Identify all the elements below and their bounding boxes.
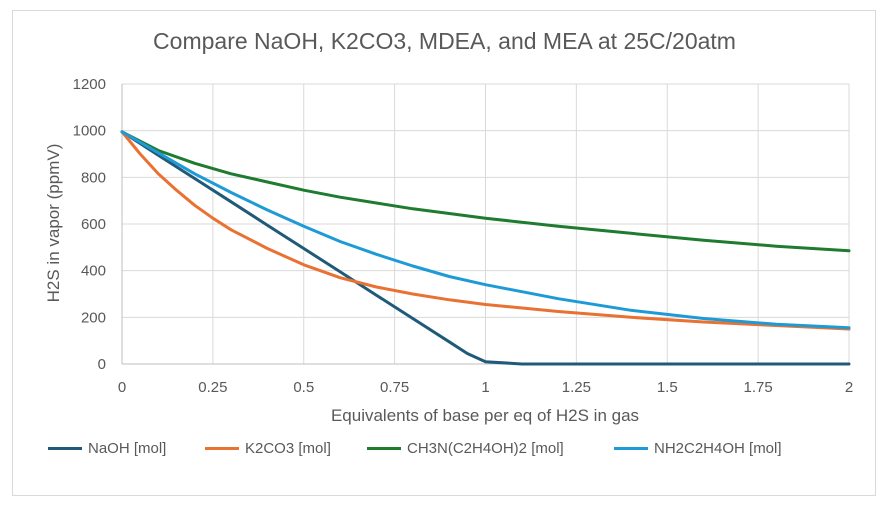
series-line-2 <box>120 130 851 253</box>
y-tick-label: 600 <box>81 216 106 233</box>
legend-label: NaOH [mol] <box>88 440 167 457</box>
y-tick-label: 200 <box>81 309 106 326</box>
y-tick-label: 1000 <box>73 123 106 140</box>
legend-item: NH2C2H4OH [mol] <box>614 440 782 457</box>
legend-item: NaOH [mol] <box>48 440 166 457</box>
legend-item: CH3N(C2H4OH)2 [mol] <box>367 440 564 457</box>
legend-label: K2CO3 [mol] <box>245 440 331 457</box>
x-tick-label: 1.5 <box>657 379 678 396</box>
series-line-0 <box>120 130 851 366</box>
y-axis-label: H2S in vapor (ppmV) <box>44 144 63 303</box>
x-tick-label: 1.25 <box>562 379 591 396</box>
x-tick-label: 1.75 <box>744 379 773 396</box>
legend-item: K2CO3 [mol] <box>205 440 331 457</box>
series-line-1 <box>120 130 851 331</box>
gridlines <box>122 83 850 364</box>
legend-swatch <box>205 447 239 450</box>
legend-swatch <box>367 447 401 450</box>
x-tick-label: 2 <box>845 379 853 396</box>
x-axis-label: Equivalents of base per eq of H2S in gas <box>331 406 639 425</box>
x-tick-label: 0.75 <box>380 379 409 396</box>
series-line-3 <box>120 130 851 330</box>
x-tick-label: 0 <box>118 379 126 396</box>
y-tick-label: 1200 <box>73 76 106 93</box>
x-tick-label: 0.5 <box>293 379 314 396</box>
legend-label: CH3N(C2H4OH)2 [mol] <box>407 440 564 457</box>
y-tick-label: 0 <box>98 356 106 373</box>
x-tick-label: 1 <box>481 379 489 396</box>
y-tick-label: 800 <box>81 169 106 186</box>
chart-frame <box>12 10 876 496</box>
tick-labels: 0 200 400 600 800 1000 1200 0 0.25 0.5 0.75 1 1.25 1.… <box>73 76 854 396</box>
legend-swatch <box>48 447 82 450</box>
legend-swatch <box>614 447 648 450</box>
chart-title: Compare NaOH, K2CO3, MDEA, and MEA at 25… <box>153 28 736 54</box>
legend: NaOH [mol] K2CO3 [mol] CH3N(C2H4OH)2 [mol]… <box>0 440 889 464</box>
series-lines <box>120 130 851 366</box>
x-tick-label: 0.25 <box>198 379 227 396</box>
legend-label: NH2C2H4OH [mol] <box>654 440 782 457</box>
y-tick-label: 400 <box>81 263 106 280</box>
